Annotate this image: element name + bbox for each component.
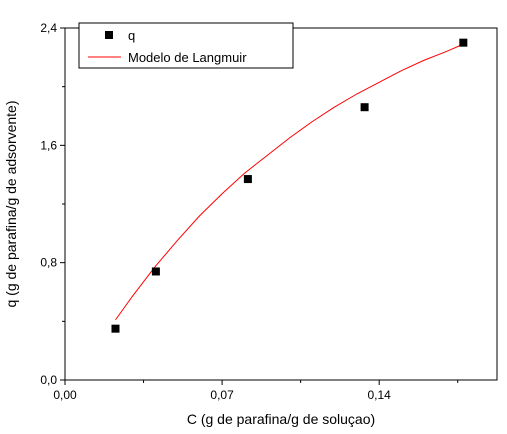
- x-tick-label: 0,07: [210, 388, 234, 402]
- y-tick-label: 1,6: [40, 138, 57, 152]
- y-axis-title: q (g de parafina/g de adsorvente): [3, 100, 19, 307]
- x-tick-label: 0,00: [53, 388, 77, 402]
- langmuir-model-line: [115, 43, 464, 321]
- q-data-point: [360, 103, 369, 112]
- legend: q Modelo de Langmuir: [78, 22, 294, 69]
- y-tick-label: 0,0: [40, 373, 57, 387]
- plot-area: [111, 38, 468, 333]
- x-axis-title: C (g de parafina/g de soluçao): [187, 411, 375, 427]
- legend-box: [78, 22, 294, 69]
- plot-frame: [64, 27, 498, 381]
- y-tick-label: 0,8: [40, 256, 57, 270]
- q-data-point: [243, 175, 252, 184]
- x-axis: 0,00 0,07 0,14: [53, 380, 459, 402]
- x-tick-label: 0,14: [368, 388, 392, 402]
- y-axis: 0,0 0,8 1,6 2,4: [40, 21, 65, 387]
- q-data-point: [111, 324, 120, 333]
- q-data-point: [459, 38, 468, 47]
- legend-label-q: q: [128, 28, 135, 43]
- legend-label-langmuir: Modelo de Langmuir: [128, 50, 247, 65]
- y-tick-label: 2,4: [40, 21, 57, 35]
- q-data-point: [151, 267, 160, 276]
- legend-square-marker-icon: [105, 31, 113, 39]
